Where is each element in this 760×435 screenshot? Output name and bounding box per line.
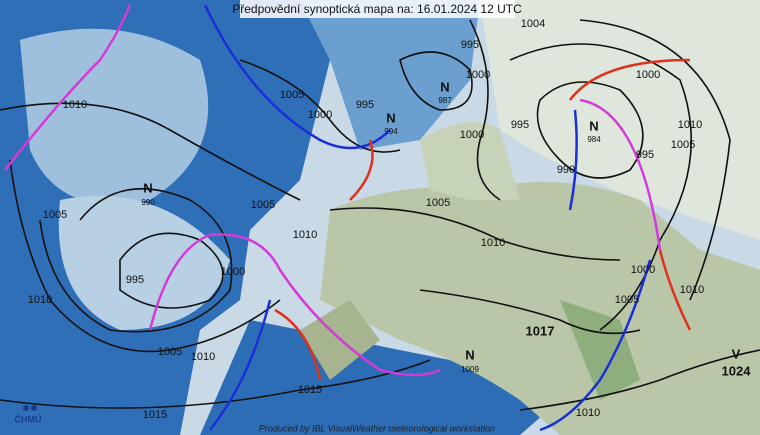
isobar-label: 990 [557, 164, 575, 176]
isobar-label: 995 [636, 149, 654, 161]
center-pressure: 994 [384, 127, 398, 136]
isobar-label: 1000 [631, 264, 655, 276]
isobar-label: 995 [126, 274, 144, 286]
isobar-label: 1017 [526, 323, 555, 338]
isobar-label: 1000 [636, 69, 660, 81]
isobar-label: 1010 [678, 119, 702, 131]
isobar-label: 1005 [615, 294, 639, 306]
isobar-label: 1015 [143, 409, 167, 421]
isobar-label: 995 [461, 39, 479, 51]
isobar-label: 1010 [63, 99, 87, 111]
isobar-label: 1005 [280, 89, 304, 101]
center-label: N [589, 118, 598, 133]
center-label: N [465, 347, 474, 362]
isobar-label: 1010 [576, 407, 600, 419]
center-pressure: 987 [438, 96, 452, 105]
center-label: V [732, 346, 741, 361]
center-pressure: 984 [587, 135, 601, 144]
logo: ČHMÚ [15, 405, 42, 424]
isobar-label: 1000 [466, 69, 490, 81]
isobar-label: 1000 [221, 266, 245, 278]
isobar-label: 1010 [191, 351, 215, 363]
isobar-label: 1005 [43, 209, 67, 221]
center-label: N [143, 180, 152, 195]
isobar-label: 1000 [308, 109, 332, 121]
isobar-label: 1005 [426, 197, 450, 209]
isobar-label: 1004 [521, 18, 545, 30]
fronts [4, 4, 692, 432]
credit: Produced by IBL VisualWeather meteorolog… [259, 423, 495, 433]
isobar-label: 1010 [481, 237, 505, 249]
isobar-label: 1015 [298, 384, 322, 396]
logo-text: ČHMÚ [15, 413, 42, 424]
center-label: N [440, 79, 449, 94]
isobars [0, 19, 760, 411]
isobar-label: 1005 [671, 139, 695, 151]
isobar-label: 1000 [460, 129, 484, 141]
isobar-label: 1010 [28, 294, 52, 306]
center-pressure: 1024 [722, 363, 752, 378]
isobar-label: 1005 [251, 199, 275, 211]
isobar-label: 995 [356, 99, 374, 111]
isobar-labels: 1004 1010 1005 1010 995 1000 1005 1010 1005 1010 1… [28, 18, 704, 421]
isobar-label: 1010 [293, 229, 317, 241]
map-title: Předpovědní synoptická mapa na: 16.01.20… [232, 2, 522, 16]
center-pressure: 990 [141, 198, 155, 207]
title-box [240, 0, 515, 18]
isobar-label: 1005 [158, 346, 182, 358]
center-pressure: 1009 [461, 365, 479, 374]
isobar-label: 1010 [680, 284, 704, 296]
land [300, 0, 760, 435]
ocean [0, 0, 560, 435]
isobar-label: 995 [511, 119, 529, 131]
center-label: N [386, 110, 395, 125]
